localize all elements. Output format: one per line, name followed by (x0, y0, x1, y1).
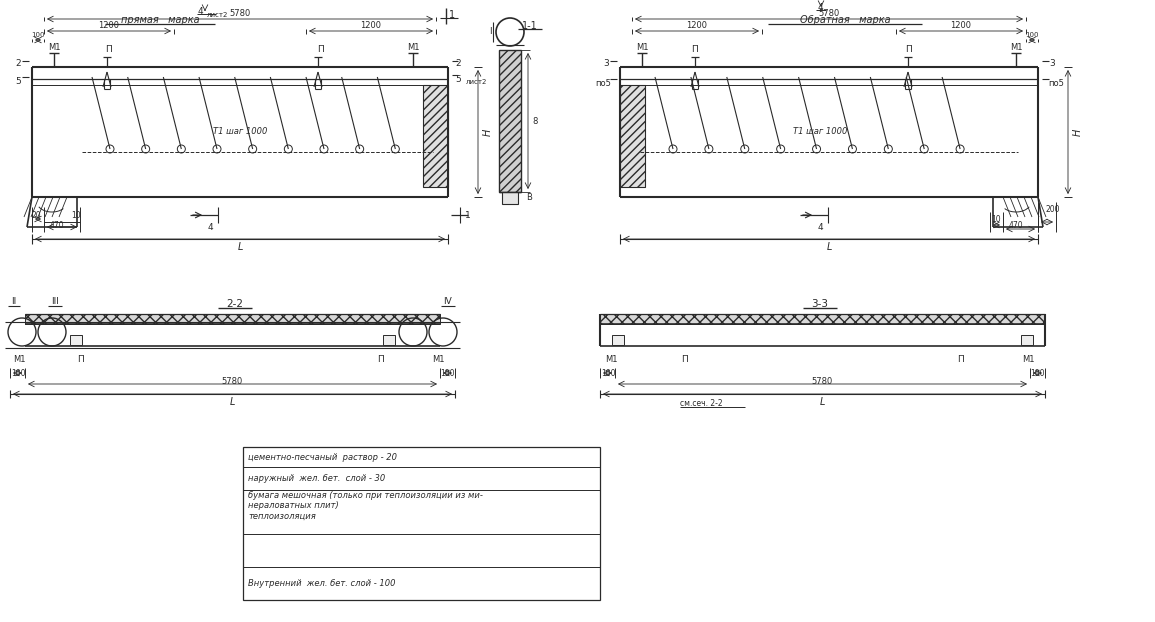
Text: М1: М1 (635, 42, 648, 52)
Text: 200: 200 (1046, 205, 1060, 213)
Text: 1: 1 (449, 10, 455, 20)
Text: Т1 шаг 1000: Т1 шаг 1000 (213, 128, 267, 136)
Text: 2: 2 (15, 60, 21, 68)
Text: по5: по5 (1048, 78, 1064, 88)
Bar (499, 50, 521, 192)
Text: наружный  жел. бет.  слой - 30: наружный жел. бет. слой - 30 (248, 474, 386, 483)
Text: М1: М1 (407, 42, 419, 52)
Text: М1: М1 (1022, 356, 1035, 364)
Text: 3: 3 (603, 60, 609, 68)
Text: 100: 100 (1030, 368, 1044, 378)
Text: L: L (230, 397, 236, 407)
Text: лист2: лист2 (465, 79, 487, 85)
Text: П: П (76, 356, 83, 364)
Text: 8: 8 (532, 116, 537, 126)
Text: М1: М1 (432, 356, 445, 364)
Text: П: П (105, 45, 112, 53)
Text: Обратная   марка: Обратная марка (799, 15, 891, 25)
Bar (423, 85, 448, 187)
Text: П: П (956, 356, 963, 364)
Text: 4: 4 (818, 2, 822, 11)
Text: L: L (820, 397, 825, 407)
Text: II: II (12, 297, 16, 307)
Bar (383, 335, 395, 345)
Text: L: L (237, 242, 243, 252)
Bar (620, 85, 644, 187)
Text: 470: 470 (1008, 221, 1023, 230)
Text: 5: 5 (15, 77, 21, 85)
Text: 1: 1 (465, 210, 471, 220)
Text: М1: М1 (605, 356, 618, 364)
Text: 100: 100 (440, 368, 454, 378)
Text: 100: 100 (10, 368, 25, 378)
Text: 5780: 5780 (812, 376, 833, 386)
Text: 5780: 5780 (230, 9, 251, 17)
Text: нераловатных плит): нераловатных плит) (248, 501, 338, 511)
Text: П: П (377, 356, 383, 364)
Text: IV: IV (444, 297, 453, 307)
Text: 5: 5 (455, 75, 461, 83)
Text: П: П (316, 45, 323, 53)
Text: 20: 20 (31, 210, 40, 220)
Text: 1200: 1200 (98, 21, 119, 29)
Text: 1200: 1200 (686, 21, 708, 29)
Text: П: П (681, 356, 688, 364)
Text: 1200: 1200 (951, 21, 971, 29)
Text: 10: 10 (991, 215, 1001, 223)
Text: 5780: 5780 (819, 9, 840, 17)
Text: П: П (904, 45, 911, 53)
Text: 10: 10 (72, 210, 81, 220)
Text: 1200: 1200 (360, 21, 381, 29)
Bar (1021, 335, 1033, 345)
Text: 100: 100 (601, 368, 616, 378)
Text: по5: по5 (595, 78, 611, 88)
Text: Т1 шаг 1000: Т1 шаг 1000 (792, 128, 847, 136)
Bar (612, 335, 624, 345)
Bar (502, 192, 517, 204)
Text: В: В (526, 193, 531, 203)
Text: 3: 3 (1049, 60, 1055, 68)
Bar (599, 314, 1045, 324)
Text: 4: 4 (207, 223, 213, 231)
Text: 470: 470 (50, 221, 65, 230)
Bar (25, 314, 440, 324)
Text: 100: 100 (1026, 32, 1038, 38)
Text: прямая   марка: прямая марка (120, 15, 200, 25)
Text: Внутренний  жел. бет. слой - 100: Внутренний жел. бет. слой - 100 (248, 579, 395, 588)
Text: 3-3: 3-3 (812, 299, 828, 309)
Text: теплоизоляция: теплоизоляция (248, 511, 315, 521)
Text: III: III (51, 297, 59, 307)
Text: H: H (1073, 128, 1083, 136)
Bar (70, 335, 82, 345)
Text: П: П (692, 45, 699, 53)
Text: цементно-песчаный  раствор - 20: цементно-песчаный раствор - 20 (248, 452, 397, 462)
Text: 4: 4 (198, 6, 203, 16)
Text: 2-2: 2-2 (226, 299, 244, 309)
Text: М1: М1 (13, 356, 25, 364)
Text: см.сеч. 2-2: см.сеч. 2-2 (680, 399, 723, 409)
Bar (243, 447, 599, 600)
Text: 5780: 5780 (222, 376, 243, 386)
Text: L: L (826, 242, 832, 252)
Text: бумага мешочная (только при теплоизоляции из ми-: бумага мешочная (только при теплоизоляци… (248, 491, 483, 501)
Text: М1: М1 (47, 42, 60, 52)
Text: 1-1: 1-1 (522, 21, 538, 31)
Text: лист2: лист2 (207, 12, 229, 18)
Text: 100: 100 (31, 32, 45, 38)
Text: 4: 4 (818, 223, 822, 231)
Text: М1: М1 (1009, 42, 1022, 52)
Text: 2: 2 (455, 60, 461, 68)
Text: I: I (489, 27, 491, 37)
Text: H: H (483, 128, 493, 136)
